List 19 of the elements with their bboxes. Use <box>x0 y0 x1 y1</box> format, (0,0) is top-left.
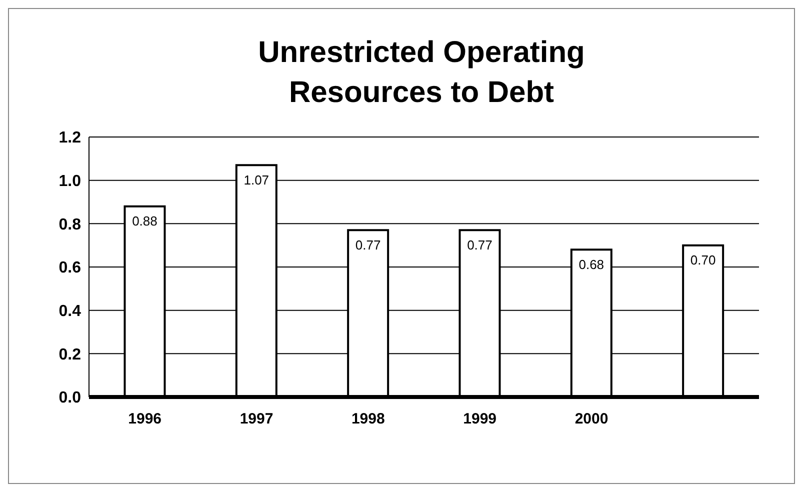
y-tick-label: 0.8 <box>58 216 82 234</box>
x-tick-label: 1999 <box>463 410 497 428</box>
chart-title: Unrestricted Operating Resources to Debt <box>257 35 586 111</box>
y-tick-label: 0.0 <box>58 390 82 407</box>
data-label: 0.88 <box>132 214 158 229</box>
y-tick-label: 0.2 <box>58 346 82 364</box>
data-label: 1.07 <box>244 172 270 188</box>
y-tick-label: 1.0 <box>58 173 82 190</box>
data-label: 0.77 <box>467 237 492 252</box>
x-tick-label: 1996 <box>128 410 162 428</box>
y-tick-label: 1.2 <box>58 130 82 147</box>
data-label: 0.70 <box>690 252 716 268</box>
x-tick-label: 2000 <box>574 410 608 428</box>
data-label: 0.77 <box>355 237 381 252</box>
x-tick-label: 1998 <box>351 410 385 428</box>
y-tick-label: 0.4 <box>58 303 82 320</box>
data-label: 0.68 <box>578 256 604 272</box>
y-tick-label: 0.6 <box>58 260 82 277</box>
x-tick-label: 1997 <box>240 410 274 428</box>
